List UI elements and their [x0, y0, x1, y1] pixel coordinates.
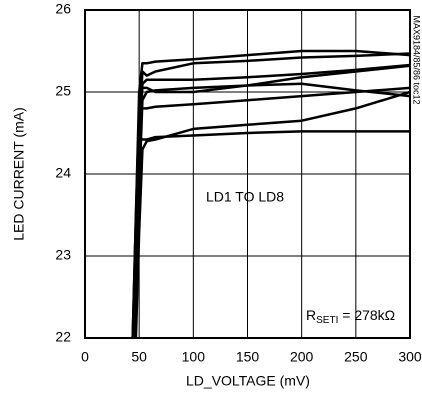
line: [132, 130, 410, 338]
x-tick-label: 50: [131, 349, 147, 365]
rset-sub: SETI: [316, 315, 338, 326]
side-note: MAX9184/85/86 toc12: [412, 15, 422, 104]
y-tick-label: 23: [55, 247, 71, 263]
y-tick-label: 26: [55, 1, 71, 17]
x-axis-label: LD_VOLTAGE (mV): [186, 373, 310, 389]
x-tick-label: 0: [81, 349, 89, 365]
line: [131, 64, 410, 338]
x-tick-label: 150: [236, 349, 260, 365]
y-tick-label: 24: [55, 165, 71, 181]
rset-note: RSETI = 278kΩ: [306, 307, 395, 326]
y-tick-label: 25: [55, 83, 71, 99]
rset-rest: = 278kΩ: [338, 307, 395, 323]
x-tick-label: 100: [182, 349, 206, 365]
y-tick-label: 22: [55, 329, 71, 345]
rset-main: R: [306, 307, 316, 323]
plot-area: [131, 49, 410, 338]
plot-frame: [84, 9, 411, 339]
line: [131, 86, 410, 338]
x-tick-label: 300: [398, 349, 422, 365]
series-label: LD1 TO LD8: [206, 189, 284, 205]
line: [134, 90, 410, 338]
x-tick-label: 250: [344, 349, 368, 365]
x-tick-label: 200: [290, 349, 314, 365]
line: [133, 82, 410, 338]
y-axis-label: LED CURRENT (mA): [11, 107, 27, 241]
